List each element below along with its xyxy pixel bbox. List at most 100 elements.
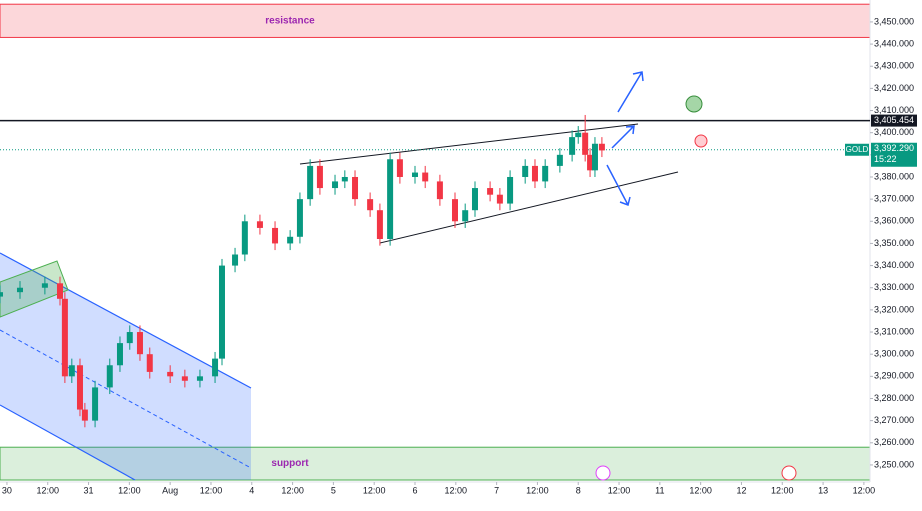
y-tick-label: 3,260.000 — [874, 437, 914, 447]
candle-body — [126, 332, 133, 344]
candle-body — [582, 132, 589, 155]
candle-body — [241, 221, 248, 255]
y-tick-label: 3,410.000 — [874, 105, 914, 115]
candle-body — [367, 199, 374, 211]
x-tick-label: 5 — [331, 485, 336, 495]
x-tick-label: 4 — [249, 485, 254, 495]
arrows — [606, 71, 644, 206]
candle-body — [41, 283, 48, 288]
candle-body — [68, 365, 75, 377]
candle-body — [16, 287, 23, 293]
x-tick-label: 12:00 — [36, 485, 59, 495]
drawings — [0, 71, 797, 481]
stop-circle — [694, 134, 708, 148]
candle-body — [575, 132, 582, 138]
y-tick-label: 3,350.000 — [874, 238, 914, 248]
y-tick-label: 3,360.000 — [874, 216, 914, 226]
x-tick-label: 12:00 — [689, 485, 712, 495]
candle-body — [167, 371, 174, 377]
channel-lower — [0, 404, 136, 481]
event-icon — [595, 465, 611, 481]
x-tick-label: 12:00 — [118, 485, 141, 495]
arrow-up-small — [611, 125, 635, 149]
x-tick-label: 12:00 — [200, 485, 223, 495]
zone-label: resistance — [265, 15, 315, 26]
y-tick-label: 3,440.000 — [874, 38, 914, 48]
candle-body — [436, 181, 443, 200]
x-tick-label: 12:00 — [608, 485, 631, 495]
candle-body — [307, 165, 314, 200]
target-circle — [685, 95, 703, 113]
candle-body — [218, 265, 225, 359]
candle-body — [212, 358, 219, 377]
level-tag — [871, 114, 917, 127]
zone — [0, 446, 871, 481]
x-tick-label: 12:00 — [771, 485, 794, 495]
y-tick-label: 3,270.000 — [874, 415, 914, 425]
candle-body — [56, 283, 63, 299]
candle-body — [396, 159, 403, 177]
y-tick-label: 3,420.000 — [874, 83, 914, 93]
candle-body — [116, 343, 123, 366]
candle-body — [76, 365, 83, 410]
candle-body — [146, 354, 153, 372]
candle-body — [376, 210, 383, 240]
x-tick-label: 11 — [655, 485, 664, 495]
x-tick-label: 31 — [84, 485, 94, 495]
y-tick-label: 3,250.000 — [874, 459, 914, 469]
candle-body — [296, 199, 303, 237]
candle-body — [136, 332, 143, 355]
wedge-lower — [379, 171, 679, 244]
candle-body — [587, 154, 594, 171]
candle-body — [352, 176, 359, 200]
y-tick-label: 3,430.000 — [874, 61, 914, 71]
candle-body — [316, 165, 323, 189]
candle-body — [462, 210, 469, 222]
candle-body — [531, 165, 538, 182]
x-tick-label: 12:00 — [445, 485, 468, 495]
candle-body — [332, 181, 339, 189]
candle-body — [272, 227, 279, 244]
price-symbol: GOLD — [846, 145, 869, 154]
x-tick-label: 7 — [494, 485, 499, 495]
candle-body — [181, 376, 188, 381]
candle-body — [507, 176, 514, 204]
x-tick-label: 12:00 — [363, 485, 386, 495]
candle-body — [542, 165, 549, 182]
y-tick-label: 3,280.000 — [874, 393, 914, 403]
x-tick-label: 30 — [2, 485, 12, 495]
candle-body — [341, 176, 348, 182]
channel-mid — [0, 329, 252, 469]
zone-label: support — [271, 458, 309, 469]
arrow-up — [617, 71, 644, 113]
price-tag — [871, 142, 917, 167]
candle-body — [487, 188, 494, 195]
x-tick-label: 12 — [736, 485, 746, 495]
y-tick-label: 3,300.000 — [874, 349, 914, 359]
price-label: 3,392.290 — [874, 143, 914, 153]
candle-body — [522, 165, 529, 177]
x-tick-label: 6 — [412, 485, 417, 495]
y-tick-label: 3,370.000 — [874, 194, 914, 204]
price-time: 15:22 — [874, 154, 897, 164]
candle-body — [496, 194, 503, 204]
price-symbol-tag — [845, 143, 869, 156]
x-tick-label: Aug — [162, 485, 178, 495]
y-tick-label: 3,320.000 — [874, 304, 914, 314]
candle-body — [0, 292, 3, 297]
y-tick-label: 3,450.000 — [874, 16, 914, 26]
candle-body — [106, 365, 113, 388]
channel-upper — [0, 252, 252, 389]
candle-body — [598, 143, 605, 151]
wedge-upper — [299, 123, 639, 165]
y-tick-label: 3,400.000 — [874, 127, 914, 137]
y-tick-label: 3,310.000 — [874, 326, 914, 336]
candle-body — [412, 172, 419, 177]
candle-body — [591, 143, 598, 171]
y-tick-label: 3,340.000 — [874, 260, 914, 270]
y-tick-label: 3,380.000 — [874, 171, 914, 181]
x-tick-label: 12:00 — [853, 485, 876, 495]
x-tick-label: 8 — [576, 485, 581, 495]
candle-body — [232, 254, 239, 266]
